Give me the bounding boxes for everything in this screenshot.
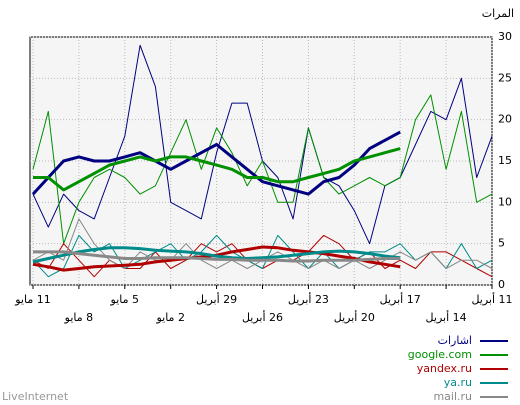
x-tick-label: 26 أبريل — [242, 310, 283, 324]
x-tick-label: 23 أبريل — [288, 292, 329, 306]
y-axis-label: المرات — [482, 7, 514, 20]
x-tick-label: 2 مايو — [155, 311, 184, 324]
y-tick-label: 20 — [498, 113, 512, 126]
x-tick-label: 17 أبريل — [380, 292, 421, 306]
trend-line — [31, 130, 401, 196]
x-tick-label: 8 مايو — [64, 311, 93, 324]
legend-label: اشارات — [438, 334, 472, 347]
trend-line — [33, 147, 401, 192]
footer: LiveInternet — [2, 390, 69, 403]
y-tick-label: 15 — [498, 154, 512, 167]
trend-line — [32, 246, 401, 264]
x-tick-label: 11 أبريل — [471, 292, 512, 306]
y-tick-label: 5 — [498, 237, 505, 250]
legend-label: ya.ru — [444, 376, 472, 389]
y-tick-label: 30 — [498, 30, 512, 43]
y-tick-label: 10 — [498, 195, 512, 208]
legend-label: google.com — [408, 348, 472, 361]
trend-line — [33, 250, 401, 263]
y-tick-label: 0 — [498, 278, 505, 291]
x-tick-label: 5 مايو — [110, 293, 139, 306]
y-tick-label: 25 — [498, 71, 512, 84]
x-tick-label: 11 مايو — [14, 293, 50, 306]
legend-label: yandex.ru — [417, 362, 472, 375]
x-tick-label: 20 أبريل — [334, 310, 375, 324]
series-line — [32, 94, 493, 245]
legend-label: mail.ru — [433, 390, 472, 403]
x-tick-label: 14 أبريل — [426, 310, 467, 324]
x-tick-label: 29 أبريل — [196, 292, 237, 306]
